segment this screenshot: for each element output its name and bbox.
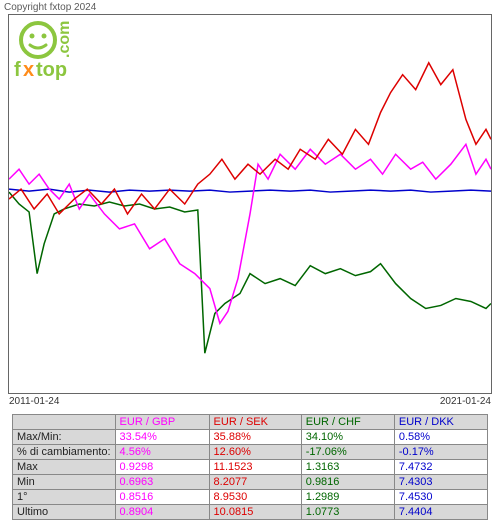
column-header-3: EUR / DKK (394, 415, 487, 430)
cell-4-1: 8.9530 (209, 490, 301, 505)
cell-0-0: 33.54% (115, 430, 209, 445)
cell-5-1: 10.0815 (209, 505, 301, 520)
cell-2-0: 0.9298 (115, 460, 209, 475)
cell-0-1: 35.88% (209, 430, 301, 445)
x-axis-end-date: 2021-01-24 (440, 396, 491, 407)
series-eur-gbp (9, 144, 491, 323)
x-axis-start-date: 2011-01-24 (9, 396, 59, 407)
cell-5-3: 7.4404 (394, 505, 487, 520)
cell-3-3: 7.4303 (394, 475, 487, 490)
cell-3-0: 0.6963 (115, 475, 209, 490)
cell-0-2: 34.10% (301, 430, 394, 445)
series-eur-dkk (9, 189, 491, 192)
cell-1-2: -17.06% (301, 445, 394, 460)
cell-2-3: 7.4732 (394, 460, 487, 475)
cell-4-3: 7.4530 (394, 490, 487, 505)
cell-3-2: 0.9816 (301, 475, 394, 490)
cell-4-0: 0.8516 (115, 490, 209, 505)
currency-chart: 2011-01-24 2021-01-24 (8, 14, 492, 394)
cell-2-2: 1.3163 (301, 460, 394, 475)
cell-4-2: 1.2989 (301, 490, 394, 505)
row-header-5: Ultimo (13, 505, 116, 520)
cell-0-3: 0.58% (394, 430, 487, 445)
cell-1-0: 4.56% (115, 445, 209, 460)
chart-svg (9, 15, 491, 393)
row-header-3: Min (13, 475, 116, 490)
data-table: EUR / GBPEUR / SEKEUR / CHFEUR / DKK Max/… (12, 414, 488, 520)
row-header-2: Max (13, 460, 116, 475)
cell-1-3: -0.17% (394, 445, 487, 460)
copyright-text: Copyright fxtop 2024 (4, 2, 96, 13)
row-header-0: Max/Min: (13, 430, 116, 445)
cell-5-0: 0.8904 (115, 505, 209, 520)
column-header-0: EUR / GBP (115, 415, 209, 430)
cell-1-1: 12.60% (209, 445, 301, 460)
cell-3-1: 8.2077 (209, 475, 301, 490)
row-header-4: 1° (13, 490, 116, 505)
table-corner (13, 415, 116, 430)
column-header-2: EUR / CHF (301, 415, 394, 430)
cell-2-1: 11.1523 (209, 460, 301, 475)
cell-5-2: 1.0773 (301, 505, 394, 520)
row-header-1: % di cambiamento: (13, 445, 116, 460)
column-header-1: EUR / SEK (209, 415, 301, 430)
